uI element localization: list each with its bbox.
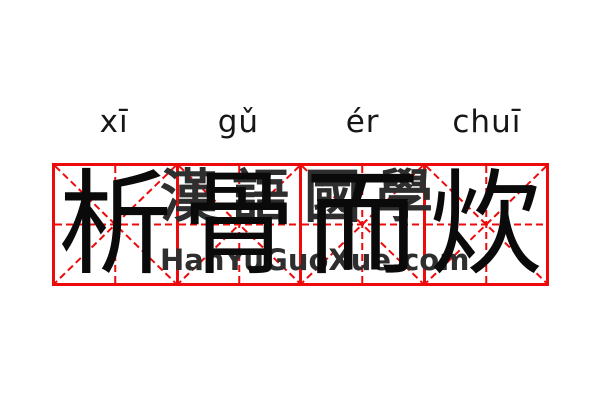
pinyin-row: xī gǔ ér chuī <box>52 101 549 145</box>
pinyin-syllable-1: xī <box>99 104 129 140</box>
grid-cell-3: 而 <box>299 166 423 283</box>
hanzi-character-1: 析 <box>58 157 173 291</box>
mizige-guide-lines-icon <box>55 166 176 283</box>
mizige-guide-lines-icon <box>178 166 299 283</box>
hanzi-character-2: 骨 <box>181 157 296 291</box>
watermark-cjk-text: 漢語國學 <box>160 164 448 230</box>
pinyin-syllable-2: gǔ <box>217 104 260 140</box>
mizige-guide-lines-icon <box>425 166 546 283</box>
hanzi-character-3: 而 <box>305 157 420 291</box>
grid-cell-1: 析 <box>55 166 176 283</box>
mizige-guide-lines-icon <box>302 166 423 283</box>
hanzi-character-4: 炊 <box>428 157 543 291</box>
grid-cell-2: 骨 <box>175 157 299 291</box>
grid-cell-4: 炊 <box>422 157 546 291</box>
pinyin-syllable-3: ér <box>345 104 380 140</box>
watermark-site-url: HanYuGuoXue.com <box>160 243 470 277</box>
practice-grid: 析 骨 而 <box>52 163 549 286</box>
pinyin-syllable-4: chuī <box>452 104 522 140</box>
